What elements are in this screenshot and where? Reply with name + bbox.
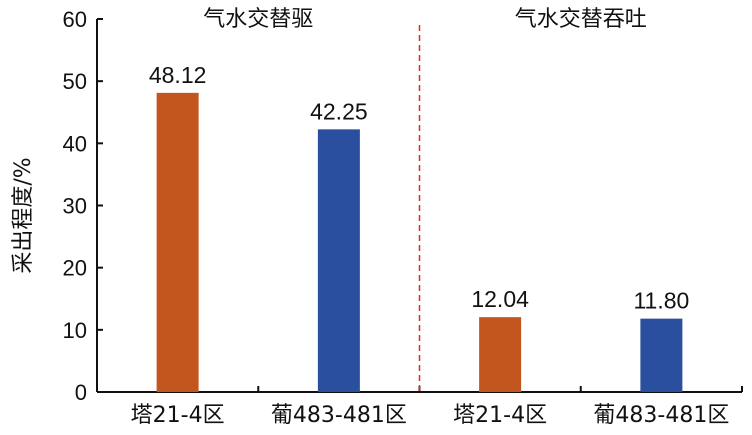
y-tick-label: 20 xyxy=(63,256,87,281)
y-tick-label: 60 xyxy=(63,7,87,32)
bar-value-label: 48.12 xyxy=(149,62,207,88)
bar xyxy=(317,129,360,393)
group-label-gas-water-flooding: 气水交替驱 xyxy=(203,7,313,32)
y-tick-label: 50 xyxy=(63,69,87,94)
y-tick-label: 30 xyxy=(63,194,87,219)
y-tick-label: 40 xyxy=(63,131,87,156)
y-tick-label: 0 xyxy=(75,380,87,405)
category-label: 塔21-4区 xyxy=(131,403,225,428)
category-labels: 塔21-4区 葡483-481区 塔21-4区 葡483-481区 xyxy=(131,403,730,428)
bar xyxy=(640,318,683,392)
category-label: 葡483-481区 xyxy=(593,403,729,428)
category-label: 塔21-4区 xyxy=(453,403,547,428)
bar-value-label: 11.80 xyxy=(633,288,689,314)
y-axis-title: 采出程度/% xyxy=(11,157,36,273)
bar-value-label: 12.04 xyxy=(471,286,529,312)
data-labels: 48.12 42.25 12.04 11.80 xyxy=(149,62,689,314)
category-label: 葡483-481区 xyxy=(271,403,407,428)
bars xyxy=(156,92,683,393)
bar xyxy=(479,317,522,392)
y-tick-label: 10 xyxy=(63,318,87,343)
group-label-gas-water-huff-puff: 气水交替吞吐 xyxy=(515,7,647,32)
y-ticks: 0 10 20 30 40 50 60 xyxy=(63,7,103,405)
bar-value-label: 42.25 xyxy=(310,98,368,124)
bar xyxy=(156,92,199,392)
